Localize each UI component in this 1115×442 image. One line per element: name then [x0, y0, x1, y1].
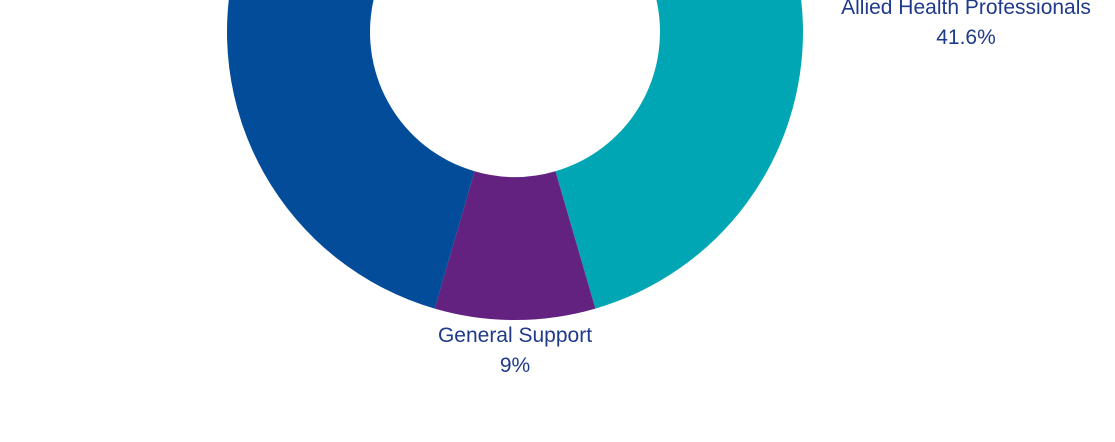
- slice-name-general-support: General Support: [437, 324, 593, 347]
- slice-general-support: [434, 171, 596, 320]
- slice-label-allied-health: Allied Health Professionals 41.6%: [841, 0, 1091, 53]
- slice-name-allied-health: Allied Health Professionals: [841, 0, 1091, 19]
- slice-value-allied-health: 41.6%: [936, 26, 996, 49]
- slice-label-general-support: General Support 9%: [438, 321, 592, 381]
- slice-remaining: [227, 0, 475, 309]
- slice-value-general-support: 9%: [499, 354, 531, 377]
- slice-allied-health: [555, 0, 803, 309]
